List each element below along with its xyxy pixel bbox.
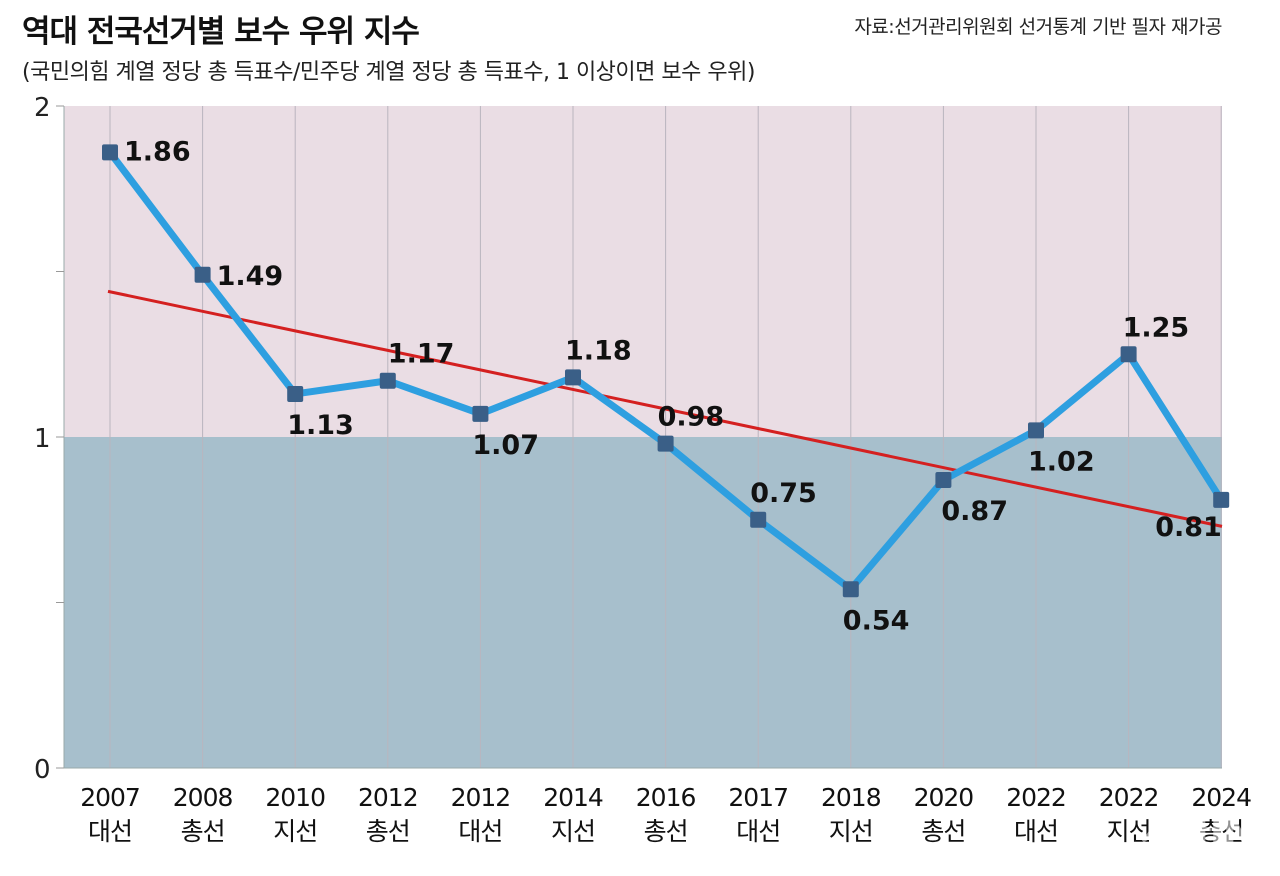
data-label: 0.75: [750, 478, 817, 509]
y-tick-label: 1: [34, 424, 51, 454]
data-label: 0.81: [1155, 512, 1222, 543]
data-label: 1.25: [1123, 312, 1190, 343]
x-tick-label-type: 총선: [644, 817, 688, 846]
watermark-logo: 시사IN: [1140, 810, 1256, 856]
x-tick-label-year: 2022: [1006, 783, 1066, 812]
data-label: 1.07: [472, 430, 539, 461]
x-tick-label-type: 지선: [1107, 817, 1151, 846]
data-label: 1.18: [565, 335, 632, 366]
y-tick-label: 0: [34, 755, 51, 785]
x-tick-label-type: 대선: [1014, 817, 1058, 846]
data-point-marker: [565, 369, 581, 386]
data-point-marker: [102, 144, 118, 161]
x-tick-label-type: 총선: [366, 817, 410, 846]
data-label: 0.98: [658, 402, 725, 433]
x-tick-label-type: 지선: [829, 817, 873, 846]
x-tick-label-type: 대선: [458, 817, 502, 846]
data-label: 1.86: [124, 136, 191, 167]
data-label: 0.54: [843, 605, 910, 636]
x-tick-label-type: 대선: [736, 817, 780, 846]
x-tick-label-year: 2014: [543, 783, 603, 812]
data-point-marker: [935, 472, 952, 489]
data-label: 1.13: [287, 410, 354, 441]
data-point-marker: [1213, 491, 1230, 508]
x-tick-label-type: 총선: [921, 817, 965, 846]
data-label: 1.17: [388, 339, 455, 370]
chart-subtitle: (국민의힘 계열 정당 총 득표수/민주당 계열 정당 총 득표수, 1 이상이…: [22, 60, 755, 85]
data-point-marker: [287, 385, 304, 402]
data-label: 1.49: [217, 261, 284, 292]
data-label: 0.87: [941, 496, 1008, 527]
data-point-marker: [1120, 346, 1137, 363]
x-tick-label-year: 2024: [1191, 783, 1251, 812]
x-tick-label-year: 2010: [265, 783, 325, 812]
source-note: 자료:선거관리위원회 선거통계 기반 필자 재가공: [854, 16, 1222, 38]
x-tick-label-year: 2022: [1099, 783, 1159, 812]
x-tick-label-type: 총선: [181, 817, 225, 846]
data-point-marker: [379, 372, 396, 389]
x-tick-label-type: 대선: [88, 817, 132, 846]
x-tick-label-year: 2016: [636, 783, 696, 812]
data-point-marker: [842, 581, 859, 598]
chart-title: 역대 전국선거별 보수 우위 지수: [22, 14, 420, 50]
data-point-marker: [1028, 422, 1044, 439]
x-tick-label-year: 2012: [358, 783, 418, 812]
data-label: 1.02: [1028, 446, 1095, 477]
data-point-marker: [657, 435, 674, 452]
band-liberal: [64, 437, 1222, 768]
x-tick-label-year: 2012: [451, 783, 511, 812]
x-tick-label-year: 2017: [728, 783, 788, 812]
x-tick-label-type: 지선: [551, 817, 595, 846]
data-point-marker: [472, 405, 489, 422]
x-tick-label-year: 2018: [821, 783, 881, 812]
x-tick-label-year: 2007: [80, 783, 140, 812]
y-tick-label: 2: [34, 93, 51, 123]
band-conservative: [64, 106, 1222, 437]
x-tick-label-year: 2020: [914, 783, 974, 812]
data-point-marker: [750, 511, 767, 528]
data-point-marker: [194, 266, 211, 283]
x-tick-label-year: 2008: [173, 783, 233, 812]
x-tick-label-type: 지선: [273, 817, 317, 846]
x-tick-label-type: 총선: [1199, 817, 1243, 846]
trend-line: [107, 289, 1223, 528]
